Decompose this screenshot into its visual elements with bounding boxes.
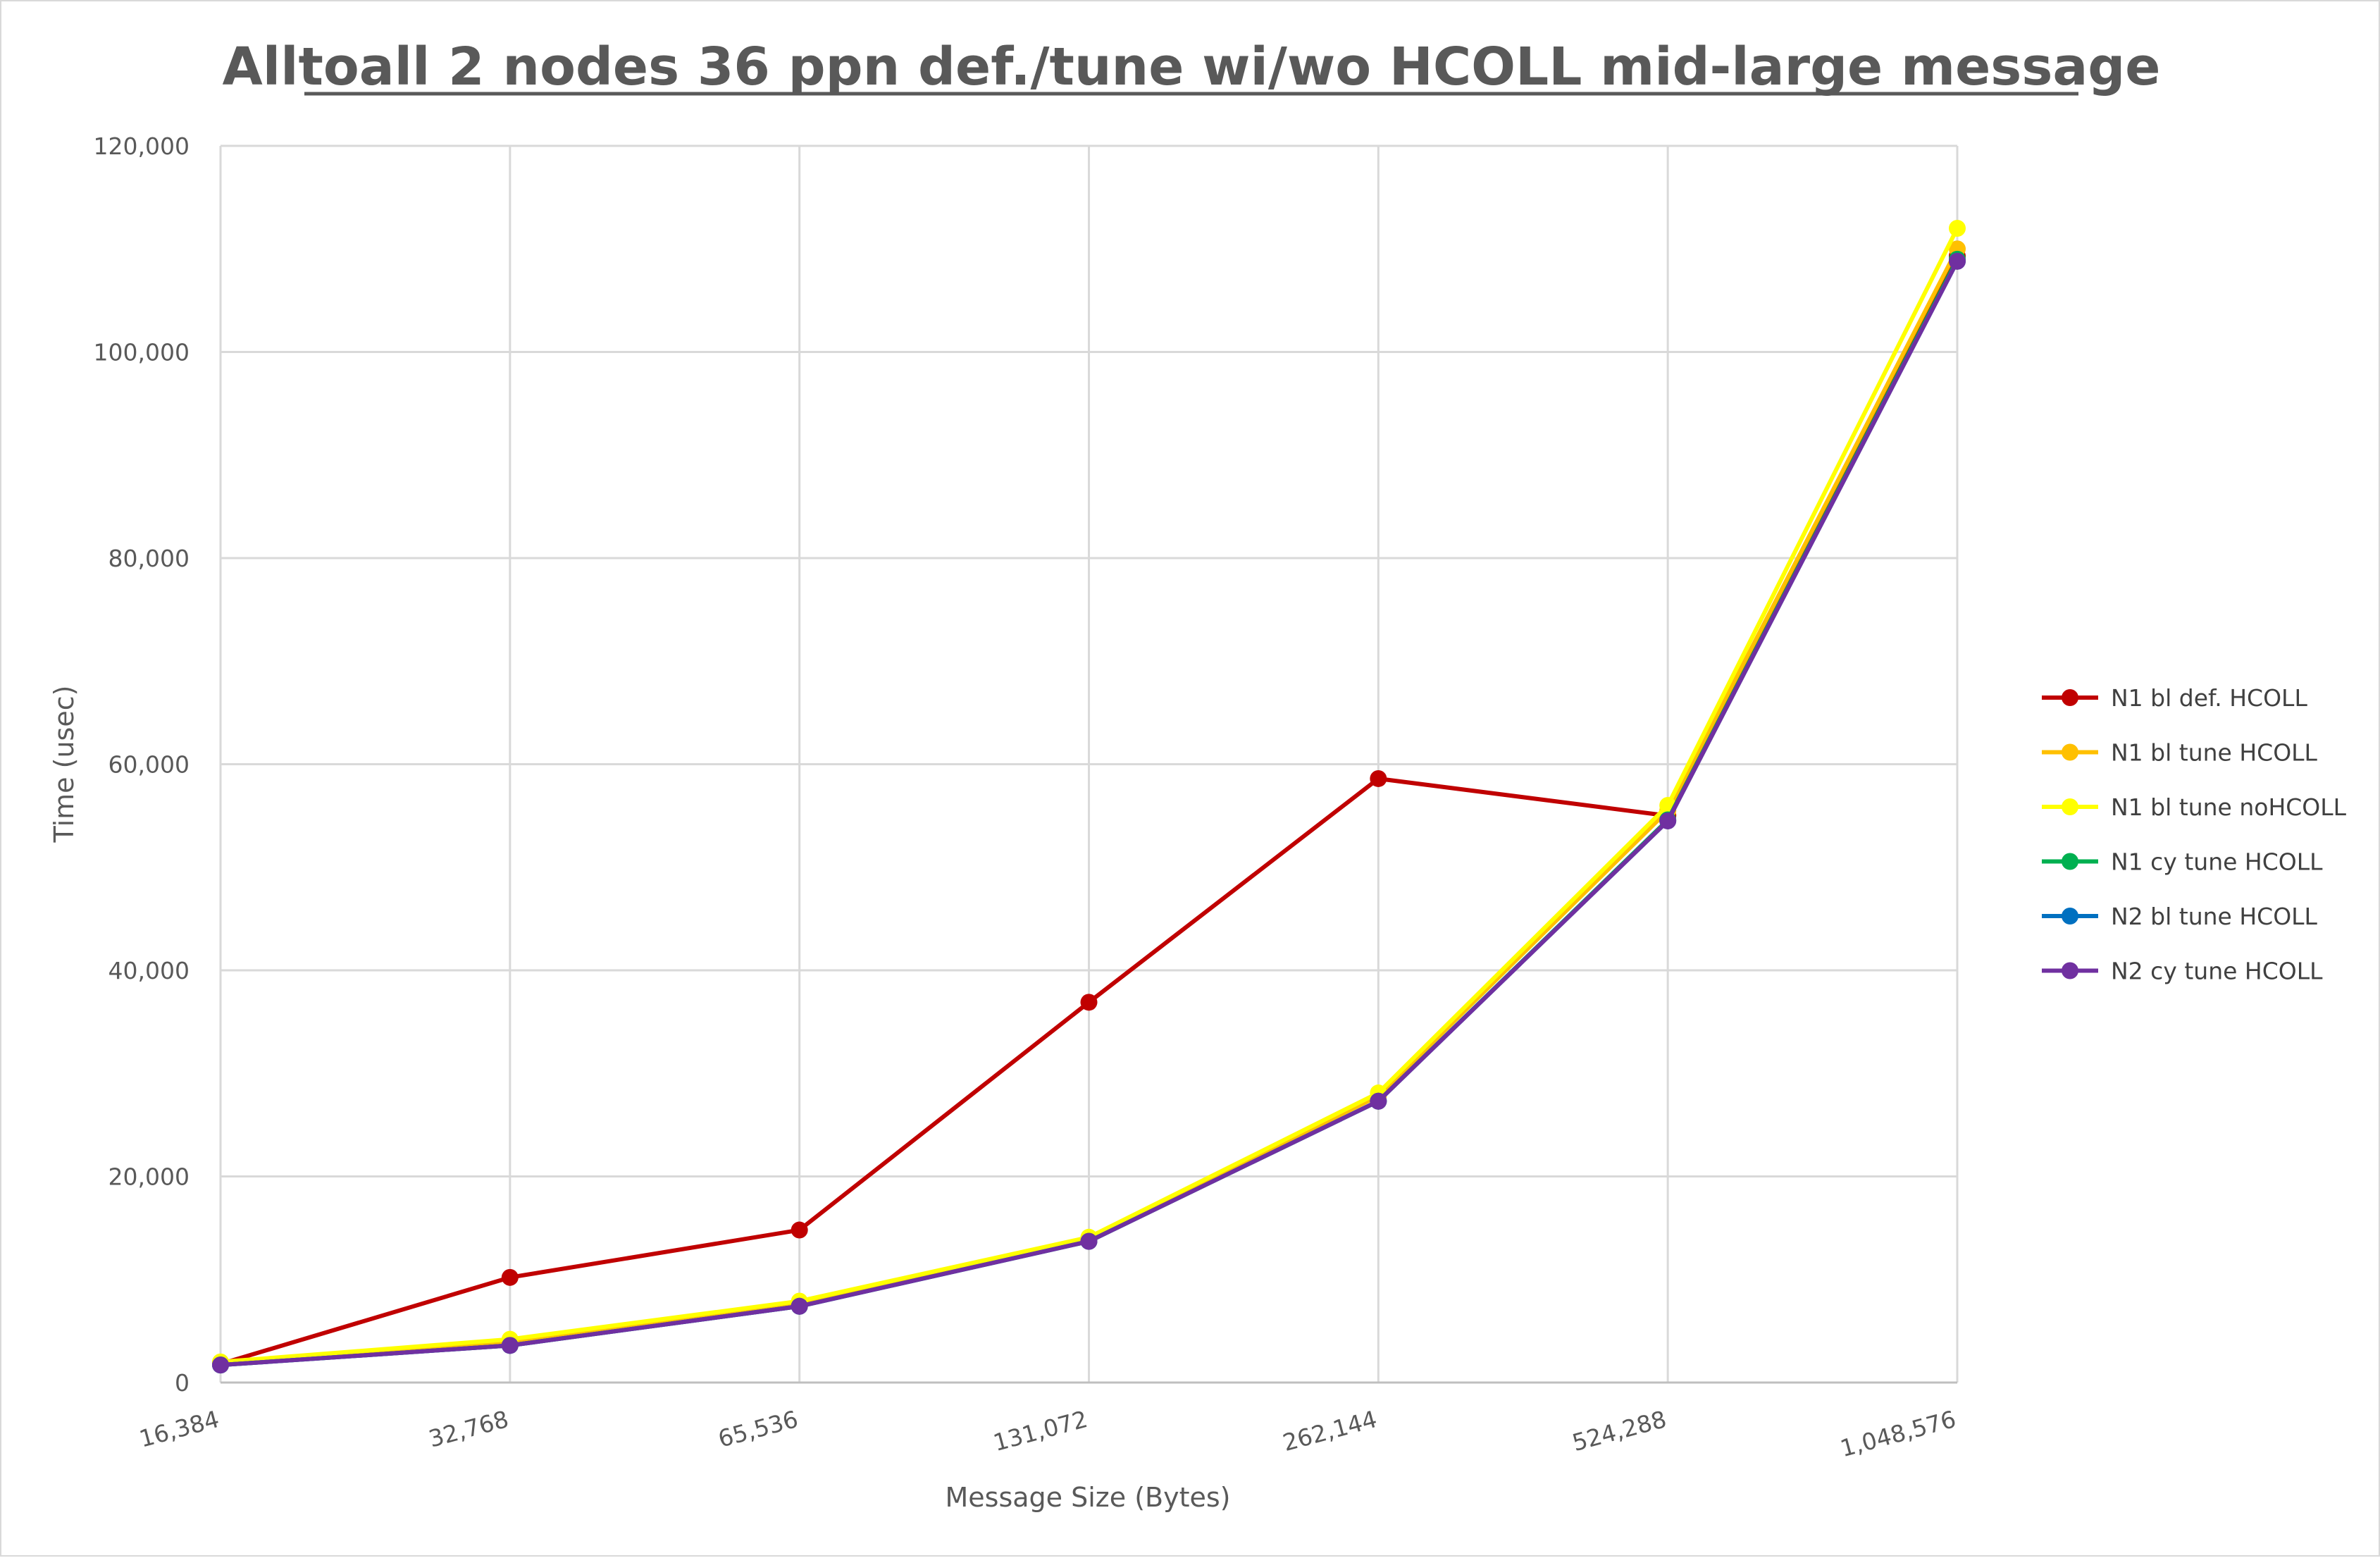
legend-entry: N1 cy tune HCOLL: [2042, 848, 2323, 876]
x-axis-ticks: 16,384 32,768 65,536 131,072 262,144 524,288 1…: [136, 1405, 1959, 1462]
data-point: [791, 1297, 808, 1315]
y-tick-label: 100,000: [94, 339, 190, 366]
gridlines: [221, 144, 1959, 1383]
data-point: [791, 1221, 808, 1239]
legend-marker: [2062, 908, 2078, 925]
x-tick-label: 262,144: [1279, 1405, 1380, 1457]
data-point: [1659, 812, 1677, 829]
x-axis-title: Message Size (Bytes): [946, 1482, 1231, 1513]
legend-entry: N1 bl def. HCOLL: [2042, 684, 2307, 712]
x-tick-label: 524,288: [1569, 1405, 1669, 1457]
legend-marker: [2062, 962, 2078, 979]
legend-marker: [2062, 689, 2078, 706]
y-tick-label: 40,000: [109, 957, 190, 984]
legend-marker: [2062, 798, 2078, 815]
series-line: [212, 252, 1966, 1374]
legend: N1 bl def. HCOLL N1 bl tune HCOLL N1 bl tu…: [2042, 684, 2347, 985]
legend-entry: N1 bl tune HCOLL: [2042, 739, 2318, 767]
legend-label: N1 cy tune HCOLL: [2111, 848, 2323, 876]
y-axis-ticks: 0 20,000 40,000 60,000 80,000 100,000 120,000: [94, 132, 190, 1397]
legend-entry: N1 bl tune noHCOLL: [2042, 793, 2347, 821]
axes: [219, 146, 1957, 1384]
data-point: [1949, 252, 1966, 270]
data-point: [1370, 1092, 1387, 1110]
x-tick-label: 1,048,576: [1837, 1405, 1959, 1462]
x-tick-label: 16,384: [136, 1405, 222, 1453]
series: [212, 220, 1966, 1374]
data-point: [1370, 769, 1387, 787]
legend-marker: [2062, 743, 2078, 761]
data-point: [212, 1356, 229, 1374]
x-tick-label: 65,536: [715, 1405, 801, 1453]
legend-entry: N2 cy tune HCOLL: [2042, 958, 2323, 985]
legend-label: N1 bl tune noHCOLL: [2111, 793, 2347, 821]
legend-label: N1 bl tune HCOLL: [2111, 739, 2318, 767]
chart-title: Alltoall 2 nodes 36 ppn def./tune wi/wo …: [223, 37, 2161, 97]
y-axis-title: Time (usec): [49, 686, 80, 843]
x-tick-label: 131,072: [991, 1405, 1091, 1457]
y-tick-label: 120,000: [94, 132, 190, 160]
legend-label: N2 bl tune HCOLL: [2111, 903, 2318, 930]
data-point: [501, 1337, 519, 1354]
legend-label: N2 cy tune HCOLL: [2111, 958, 2323, 985]
y-tick-label: 60,000: [109, 751, 190, 779]
legend-entry: N2 bl tune HCOLL: [2042, 903, 2318, 930]
legend-marker: [2062, 853, 2078, 870]
legend-label: N1 bl def. HCOLL: [2111, 684, 2307, 712]
data-point: [1080, 994, 1098, 1011]
data-point: [1080, 1232, 1098, 1250]
y-tick-label: 80,000: [109, 545, 190, 572]
y-tick-label: 20,000: [109, 1163, 190, 1191]
y-tick-label: 0: [175, 1369, 190, 1397]
x-tick-label: 32,768: [426, 1405, 512, 1453]
data-point: [501, 1268, 519, 1286]
data-point: [1949, 220, 1966, 237]
